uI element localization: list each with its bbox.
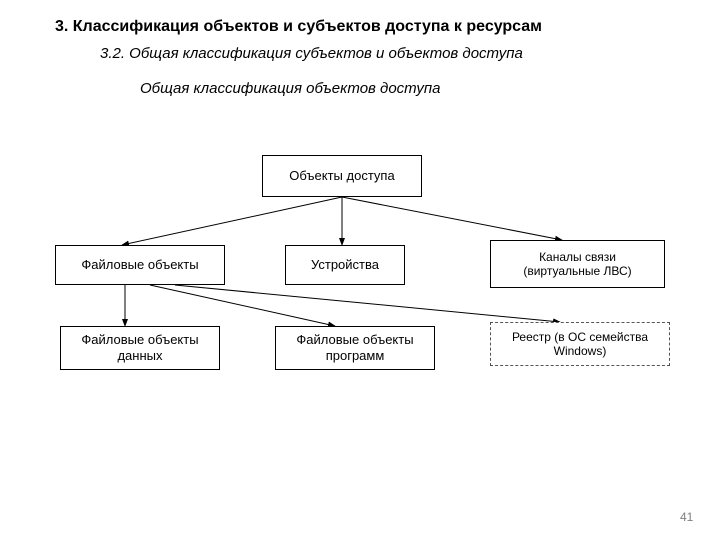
connector-line: [175, 285, 560, 322]
page-number: 41: [680, 510, 693, 524]
node-file-programs: Файловые объектыпрограмм: [275, 326, 435, 370]
node-file-data: Файловые объектыданных: [60, 326, 220, 370]
node-devices: Устройства: [285, 245, 405, 285]
heading-main: 3. Классификация объектов и субъектов до…: [55, 18, 542, 36]
node-channels: Каналы связи(виртуальные ЛВС): [490, 240, 665, 288]
heading-sub: 3.2. Общая классификация субъектов и объ…: [100, 45, 523, 62]
node-root: Объекты доступа: [262, 155, 422, 197]
connector-line: [122, 197, 342, 245]
connector-line: [342, 197, 562, 240]
node-registry: Реестр (в ОС семействаWindows): [490, 322, 670, 366]
node-file-objects: Файловые объекты: [55, 245, 225, 285]
heading-diagram-title: Общая классификация объектов доступа: [140, 80, 440, 97]
connector-line: [150, 285, 335, 326]
